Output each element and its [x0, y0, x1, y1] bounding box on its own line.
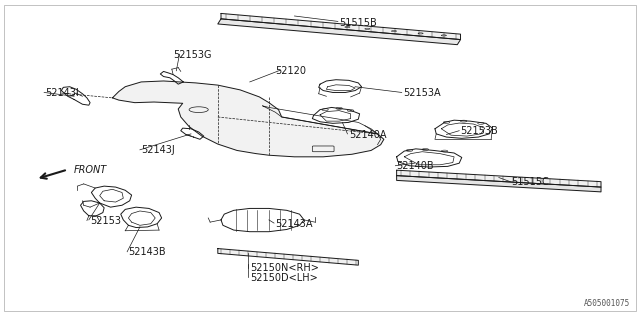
Text: 52143B: 52143B — [129, 247, 166, 257]
Text: 52143J: 52143J — [141, 146, 175, 156]
Text: 52153: 52153 — [90, 216, 121, 226]
Text: 52120: 52120 — [275, 66, 307, 76]
Text: 51515B: 51515B — [339, 18, 377, 28]
Text: 51515C: 51515C — [511, 177, 549, 187]
Polygon shape — [397, 170, 601, 187]
Text: 52153B: 52153B — [461, 126, 499, 136]
Polygon shape — [218, 19, 461, 45]
Polygon shape — [397, 176, 601, 192]
Text: 52143I: 52143I — [45, 88, 79, 98]
Text: 52150N<RH>: 52150N<RH> — [250, 263, 319, 273]
Text: 52140A: 52140A — [349, 130, 386, 140]
Text: 52153G: 52153G — [173, 50, 212, 60]
Text: 52153A: 52153A — [403, 88, 441, 98]
Text: 52143A: 52143A — [275, 219, 313, 229]
Text: 52140B: 52140B — [397, 161, 435, 172]
Polygon shape — [221, 13, 461, 40]
Text: A505001075: A505001075 — [584, 299, 630, 308]
Text: 52150D<LH>: 52150D<LH> — [250, 273, 317, 283]
Text: FRONT: FRONT — [74, 165, 108, 175]
Polygon shape — [218, 249, 358, 265]
Polygon shape — [113, 81, 384, 157]
